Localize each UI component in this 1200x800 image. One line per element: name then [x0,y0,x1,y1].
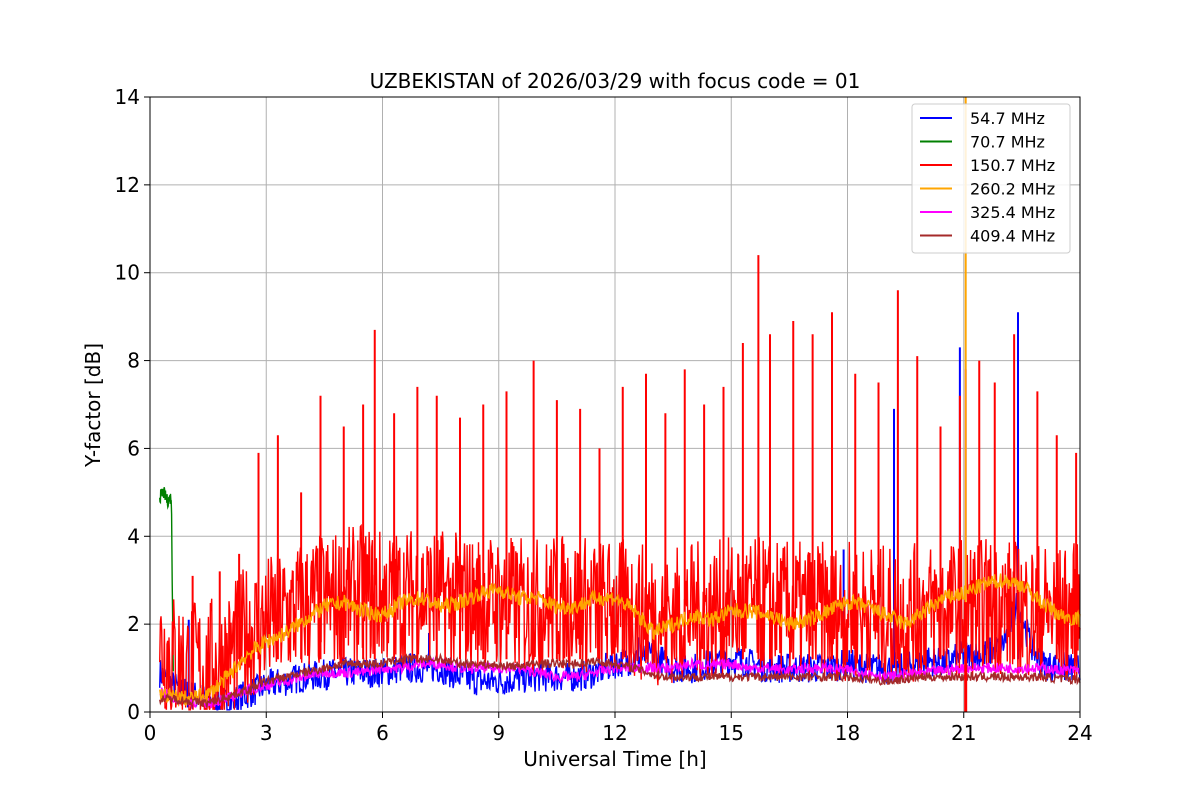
x-axis-title: Universal Time [h] [523,747,706,771]
y-tick-label: 0 [127,700,140,724]
y-tick-label: 14 [115,85,140,109]
y-tick-label: 4 [127,524,140,548]
x-tick-label: 24 [1067,721,1092,745]
legend-label-409-4-mhz: 409.4 MHz [970,227,1055,246]
legend-label-150-7-mhz: 150.7 MHz [970,156,1055,175]
y-tick-label: 6 [127,436,140,460]
chart-title: UZBEKISTAN of 2026/03/29 with focus code… [370,69,861,93]
legend-label-325-4-mhz: 325.4 MHz [970,203,1055,222]
legend-label-260-2-mhz: 260.2 MHz [970,180,1055,199]
data-series [159,97,1081,712]
axes [144,96,1081,718]
y-tick-label: 8 [127,349,140,373]
y-axis-title: Y-factor [dB] [81,343,105,468]
y-tick-label: 10 [115,261,140,285]
x-tick-label: 15 [719,721,744,745]
x-tick-label: 6 [376,721,389,745]
x-tick-label: 21 [951,721,976,745]
series-line-70-7-mhz [159,487,174,672]
series-line-409-4-mhz [159,652,1081,709]
x-tick-label: 18 [835,721,860,745]
x-tick-label: 12 [602,721,627,745]
y-tick-label: 12 [115,173,140,197]
x-tick-label: 9 [492,721,505,745]
x-tick-label: 3 [260,721,273,745]
series-line-260-2-mhz [159,573,1081,707]
legend-label-70-7-mhz: 70.7 MHz [970,133,1045,152]
legend-label-54-7-mhz: 54.7 MHz [970,109,1045,128]
x-tick-label: 0 [144,721,157,745]
legend: 54.7 MHz 70.7 MHz 150.7 MHz 260.2 MHz 325.4… [911,103,1071,254]
series-line-150-7-mhz [159,523,1081,711]
y-tick-label: 2 [127,612,140,636]
